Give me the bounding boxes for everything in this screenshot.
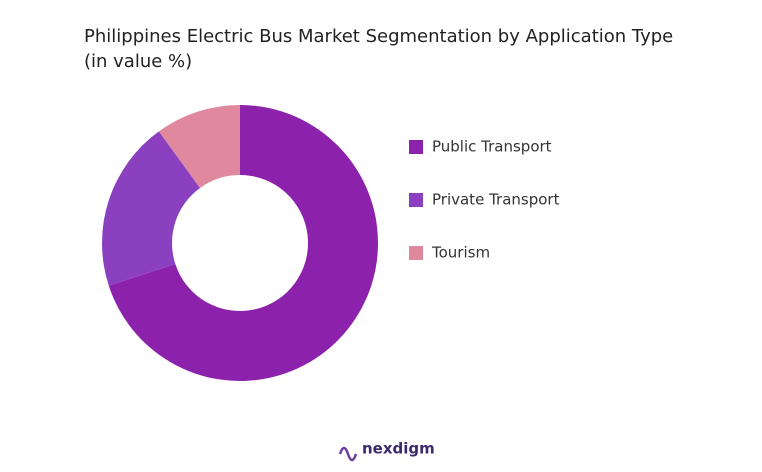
brand-logo [338,446,358,462]
donut-slice [108,105,378,381]
legend-label: Private Transport [432,191,560,209]
legend-label: Tourism [431,244,490,262]
donut-slice [158,105,240,188]
donut-slice [101,131,201,286]
legend-swatch [409,193,423,207]
legend-swatch [409,140,423,154]
brand-name: nexdigm [362,440,435,458]
chart-title: Philippines Electric Bus Market Segmenta… [84,26,674,72]
legend-swatch [409,246,423,260]
legend-label: Public Transport [432,138,552,156]
